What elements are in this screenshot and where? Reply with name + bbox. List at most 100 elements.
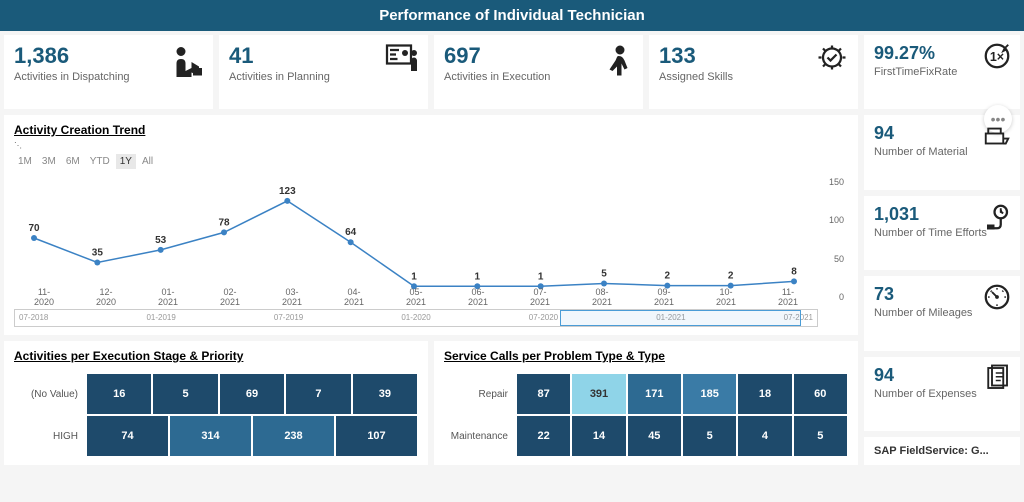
x-tick: 06-2021 xyxy=(448,287,508,307)
y-tick: 0 xyxy=(839,292,844,302)
heat-cell[interactable]: 5 xyxy=(683,416,736,456)
heat-row: Maintenance221445545 xyxy=(444,415,848,457)
heat-cell[interactable]: 7 xyxy=(286,374,350,414)
dispatch-icon xyxy=(169,41,205,82)
heat-cell[interactable]: 107 xyxy=(336,416,417,456)
heat-cell[interactable]: 74 xyxy=(87,416,168,456)
range-1Y[interactable]: 1Y xyxy=(116,154,136,169)
heat-cell[interactable]: 391 xyxy=(572,374,625,414)
range-1M[interactable]: 1M xyxy=(14,154,36,169)
kpi-card[interactable]: 133Assigned Skills xyxy=(649,35,858,109)
svg-text:2: 2 xyxy=(665,271,671,282)
x-tick: 11-2020 xyxy=(14,287,74,307)
x-tick: 12-2020 xyxy=(76,287,136,307)
x-tick: 01-2021 xyxy=(138,287,198,307)
sap-card[interactable]: SAP FieldService: G... xyxy=(864,437,1020,465)
svg-text:78: 78 xyxy=(218,217,230,228)
svc-heatmap: Repair873911711851860Maintenance22144554… xyxy=(444,373,848,457)
kpi-card[interactable]: 1×99.27%FirstTimeFixRate xyxy=(864,35,1020,109)
page-header: Performance of Individual Technician xyxy=(0,0,1024,31)
heat-cell[interactable]: 60 xyxy=(794,374,847,414)
heat-row-label: Maintenance xyxy=(444,431,516,442)
heat-row-label: Repair xyxy=(444,389,516,400)
kpi-card[interactable]: 697Activities in Execution xyxy=(434,35,643,109)
trend-card: Activity Creation Trend ⋱ 1M3M6MYTD1YAll… xyxy=(4,115,858,335)
scrubber-tick: 07-2019 xyxy=(274,313,303,322)
loading-icon: ⋱ xyxy=(14,141,848,150)
heat-cell[interactable]: 14 xyxy=(572,416,625,456)
dashboard-container: 1,386Activities in Dispatching41Activiti… xyxy=(0,31,1024,469)
heat-cell[interactable]: 4 xyxy=(738,416,791,456)
kpi-card[interactable]: 41Activities in Planning xyxy=(219,35,428,109)
x-tick: 03-2021 xyxy=(262,287,322,307)
page-title: Performance of Individual Technician xyxy=(379,7,645,24)
range-All[interactable]: All xyxy=(138,154,157,169)
range-3M[interactable]: 3M xyxy=(38,154,60,169)
range-6M[interactable]: 6M xyxy=(62,154,84,169)
heat-row: (No Value)16569739 xyxy=(14,373,418,415)
x-tick: 08-2021 xyxy=(572,287,632,307)
side-column: 1×99.27%FirstTimeFixRate•••94Number of M… xyxy=(864,35,1020,465)
svg-text:5: 5 xyxy=(601,269,607,280)
mileage-icon xyxy=(982,282,1012,317)
scrubber-tick: 07-2020 xyxy=(529,313,558,322)
fix-icon: 1× xyxy=(982,41,1012,76)
y-tick: 50 xyxy=(834,254,844,264)
svg-text:2: 2 xyxy=(728,271,734,282)
planning-icon xyxy=(384,41,420,82)
chart-plot: 70355378123641115228 xyxy=(14,177,814,292)
x-tick: 11-2021 xyxy=(758,287,818,307)
kpi-card[interactable]: 73Number of Mileages xyxy=(864,276,1020,350)
x-tick: 05-2021 xyxy=(386,287,446,307)
scrubber-tick: 01-2019 xyxy=(146,313,175,322)
svg-text:70: 70 xyxy=(28,223,40,234)
kpi-card[interactable]: •••94Number of Material xyxy=(864,115,1020,189)
trend-title: Activity Creation Trend xyxy=(14,123,848,137)
kpi-card[interactable]: 1,386Activities in Dispatching xyxy=(4,35,213,109)
x-tick: 10-2021 xyxy=(696,287,756,307)
x-tick: 09-2021 xyxy=(634,287,694,307)
heat-cell[interactable]: 238 xyxy=(253,416,334,456)
exec-heat-title: Activities per Execution Stage & Priorit… xyxy=(14,349,418,363)
material-icon xyxy=(982,121,1012,156)
kpi-card[interactable]: 1,031Number of Time Efforts xyxy=(864,196,1020,270)
heat-cell[interactable]: 69 xyxy=(220,374,284,414)
heat-cell[interactable]: 18 xyxy=(738,374,791,414)
heat-cell[interactable]: 5 xyxy=(153,374,217,414)
heat-cell[interactable]: 185 xyxy=(683,374,736,414)
heat-cell[interactable]: 314 xyxy=(170,416,251,456)
svc-heat-card: Service Calls per Problem Type & Type Re… xyxy=(434,341,858,465)
scrubber-tick: 07-2018 xyxy=(19,313,48,322)
main-column: 1,386Activities in Dispatching41Activiti… xyxy=(4,35,858,465)
execution-icon xyxy=(599,41,635,82)
scrubber-selection[interactable] xyxy=(560,310,801,326)
line-chart: 150100500 70355378123641115228 11-202012… xyxy=(14,177,848,327)
x-tick: 07-2021 xyxy=(510,287,570,307)
skills-icon xyxy=(814,41,850,82)
heat-cell[interactable]: 87 xyxy=(517,374,570,414)
time-icon xyxy=(982,202,1012,237)
svg-text:64: 64 xyxy=(345,227,357,238)
exec-heatmap: (No Value)16569739HIGH74314238107 xyxy=(14,373,418,457)
x-tick: 04-2021 xyxy=(324,287,384,307)
x-axis-labels: 11-202012-202001-202102-202103-202104-20… xyxy=(14,287,818,307)
heat-cell[interactable]: 16 xyxy=(87,374,151,414)
heat-row: Repair873911711851860 xyxy=(444,373,848,415)
time-range-selector: 1M3M6MYTD1YAll xyxy=(14,154,848,169)
heat-cell[interactable]: 22 xyxy=(517,416,570,456)
heat-cell[interactable]: 171 xyxy=(628,374,681,414)
time-scrubber[interactable]: 07-201801-201907-201901-202007-202001-20… xyxy=(14,309,818,327)
heat-row: HIGH74314238107 xyxy=(14,415,418,457)
expense-icon xyxy=(982,363,1012,398)
heat-cell[interactable]: 5 xyxy=(794,416,847,456)
heat-cell[interactable]: 39 xyxy=(353,374,417,414)
y-tick: 100 xyxy=(829,215,844,225)
scrubber-tick: 01-2020 xyxy=(401,313,430,322)
kpi-card[interactable]: 94Number of Expenses xyxy=(864,357,1020,431)
range-YTD[interactable]: YTD xyxy=(86,154,114,169)
kpi-top-row: 1,386Activities in Dispatching41Activiti… xyxy=(4,35,858,109)
heat-cell[interactable]: 45 xyxy=(628,416,681,456)
heat-row-label: HIGH xyxy=(14,431,86,442)
heat-row-label: (No Value) xyxy=(14,389,86,400)
svg-text:1: 1 xyxy=(538,271,544,282)
